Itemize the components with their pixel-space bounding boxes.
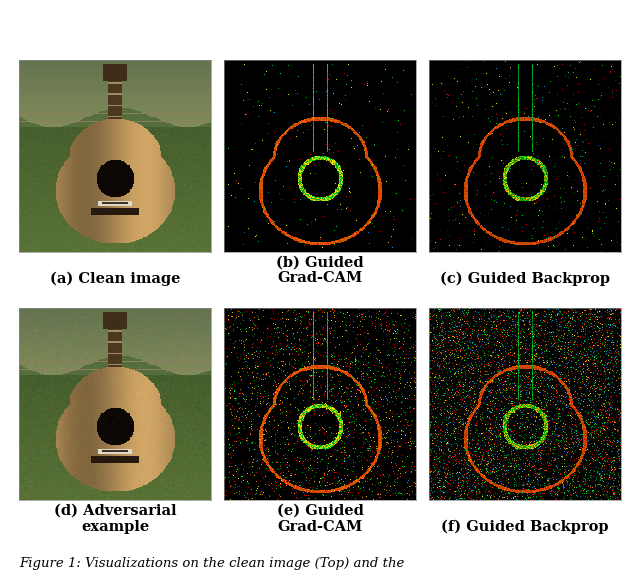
Text: (c) Guided Backprop: (c) Guided Backprop xyxy=(440,271,610,286)
Text: (f) Guided Backprop: (f) Guided Backprop xyxy=(441,520,609,534)
Text: (e) Guided
Grad-CAM: (e) Guided Grad-CAM xyxy=(276,504,364,534)
Text: (b) Guided
Grad-CAM: (b) Guided Grad-CAM xyxy=(276,255,364,286)
Text: Figure 1: Visualizations on the clean image (Top) and the: Figure 1: Visualizations on the clean im… xyxy=(19,557,404,570)
Text: (d) Adversarial
example: (d) Adversarial example xyxy=(54,504,177,534)
Text: (a) Clean image: (a) Clean image xyxy=(50,271,180,286)
